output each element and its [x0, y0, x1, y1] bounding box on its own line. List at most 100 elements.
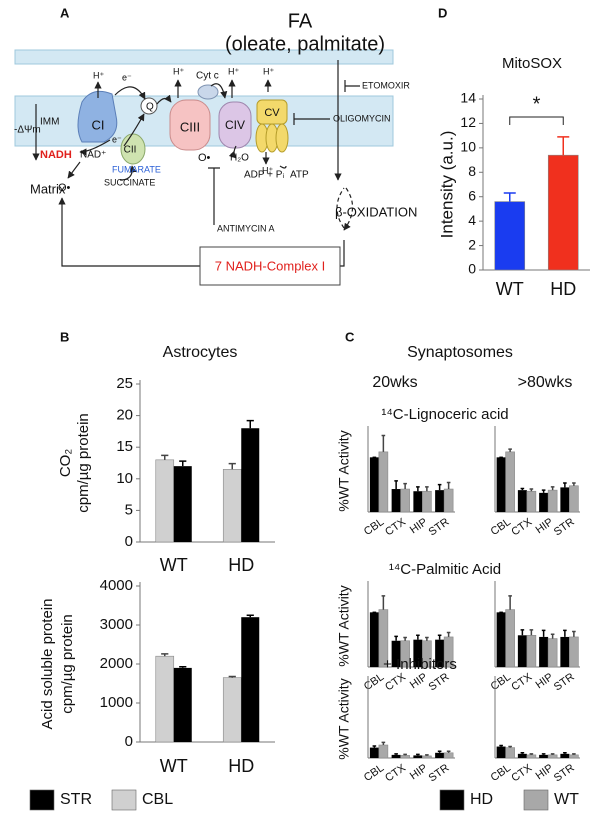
bar	[435, 639, 445, 667]
significance-bracket	[509, 116, 564, 125]
bar	[517, 635, 527, 667]
bar	[369, 457, 379, 512]
diagram-label: Matrix	[30, 181, 66, 196]
x-tick-label: CTX	[383, 671, 408, 694]
diagram-label: ATP	[290, 170, 309, 181]
bar	[560, 487, 570, 512]
error-bar	[563, 482, 567, 488]
x-tick-label: CTX	[509, 762, 534, 785]
y-tick-label: 10	[460, 139, 476, 155]
error-bar	[228, 462, 236, 470]
complex-i	[77, 90, 118, 143]
panel-label: C	[345, 329, 355, 344]
diagram-label: H⁺	[173, 66, 184, 76]
y-axis-label: cpm/µg protein	[59, 614, 76, 714]
error-bar	[520, 752, 525, 754]
panel-label: D	[438, 5, 447, 20]
bar	[569, 485, 579, 513]
diagram-title: FA	[288, 10, 313, 32]
diagram-label: ANTIMYCIN A	[217, 223, 275, 233]
x-tick-label: CTX	[509, 671, 534, 694]
bar	[422, 490, 432, 513]
x-tick-label: HD	[228, 555, 254, 575]
legend-swatch	[439, 789, 465, 811]
error-bar	[394, 635, 398, 641]
x-tick-label: CTX	[383, 516, 408, 539]
x-tick-label: STR	[427, 762, 452, 784]
y-axis-label: %WT Activity	[336, 678, 352, 759]
x-tick-label: CBL	[489, 516, 513, 538]
error-bar	[416, 486, 420, 492]
bar	[494, 201, 526, 271]
error-bar	[394, 480, 398, 490]
error-bar	[246, 614, 254, 618]
error-bar	[550, 486, 555, 491]
y-tick-label: 2000	[100, 655, 133, 672]
y-tick-label: 4000	[100, 577, 133, 594]
legend-label: STR	[60, 791, 92, 808]
y-axis-label: %WT Activity	[336, 430, 352, 511]
complex-label: CII	[124, 145, 137, 156]
bar	[526, 754, 537, 759]
x-tick-label: CBL	[362, 516, 386, 538]
error-bar	[161, 653, 169, 657]
error-bar	[425, 636, 429, 641]
y-tick-label: 4	[468, 212, 476, 228]
bar	[526, 490, 537, 513]
error-bar	[550, 753, 555, 755]
y-tick-label: 0	[125, 533, 133, 550]
bar	[400, 755, 410, 759]
x-tick-label: HIP	[408, 762, 430, 782]
error-bar	[228, 675, 236, 678]
bar	[505, 451, 515, 513]
y-tick-label: 25	[116, 375, 133, 392]
x-tick-label: HIP	[408, 671, 430, 691]
y-axis-label: CO₂	[57, 449, 74, 478]
error-bar	[520, 629, 525, 636]
complex-label: CIV	[225, 118, 245, 132]
complex-label: CV	[264, 107, 280, 119]
bar	[173, 667, 192, 742]
error-bar	[503, 192, 516, 202]
error-bar	[499, 744, 503, 747]
chart-title: ¹⁴C-Palmitic Acid	[389, 561, 501, 578]
bar	[539, 754, 549, 758]
x-tick-label: STR	[552, 671, 577, 693]
diagram-label: OLIGOMYCIN	[333, 113, 391, 123]
diagram-label: O•	[58, 182, 71, 194]
error-bar	[437, 483, 442, 491]
bar	[413, 755, 423, 758]
box-label: 7 NADH-Complex I	[215, 258, 326, 273]
diagram-label: H⁺	[263, 66, 274, 76]
error-bar	[437, 634, 442, 640]
bar	[435, 752, 445, 758]
bar	[517, 753, 527, 758]
bar	[496, 746, 506, 758]
error-bar	[508, 745, 512, 748]
y-tick-label: 0	[125, 733, 133, 750]
complex-iii	[169, 99, 211, 151]
y-tick-label: 10	[116, 470, 133, 487]
x-tick-label: HIP	[408, 516, 430, 536]
bar	[526, 634, 537, 668]
bar	[369, 747, 379, 758]
bar	[547, 489, 558, 513]
bar	[569, 754, 579, 759]
diagram-subtitle: (oleate, palmitate)	[225, 33, 385, 55]
error-bar	[425, 486, 429, 492]
bar	[560, 753, 570, 758]
x-tick-label: WT	[160, 756, 188, 776]
diagram-label: Cyt c	[196, 71, 219, 82]
error-bar	[563, 629, 567, 637]
error-bar	[446, 481, 451, 490]
diagram-label: β-OXIDATION	[335, 204, 417, 219]
legend-swatch	[523, 789, 549, 811]
bar	[435, 490, 445, 512]
x-tick-label: HIP	[534, 762, 556, 782]
complex-label: CIII	[180, 119, 200, 134]
legend-label: CBL	[142, 791, 173, 808]
complex-label: CI	[92, 117, 105, 132]
bar	[539, 492, 549, 512]
error-bar	[541, 489, 546, 493]
